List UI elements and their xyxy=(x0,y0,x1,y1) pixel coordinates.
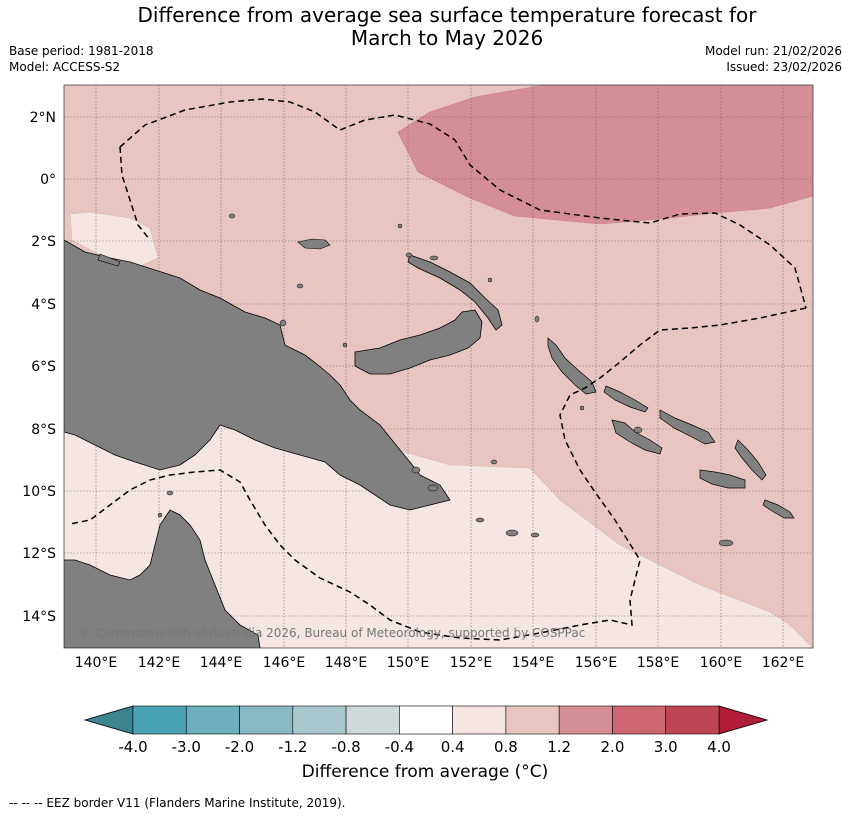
land-makira xyxy=(762,499,795,519)
latitude-labels: 2°N 0° 2°S 4°S 6°S 8°S 10°S 12°S 14°S xyxy=(22,110,56,625)
lon-label: 160°E xyxy=(700,655,743,671)
land-malaita xyxy=(734,439,767,481)
title-line-2: March to May 2026 xyxy=(350,26,544,50)
meta-right: Model run: 21/02/2026 Issued: 23/02/2026 xyxy=(705,43,842,75)
colorbar-swatch xyxy=(345,705,400,735)
land-santa-isabel xyxy=(659,409,716,445)
colorbar-swatch xyxy=(185,705,240,735)
colorbar-swatch xyxy=(292,705,347,735)
meta-left: Base period: 1981-2018 Model: ACCESS-S2 xyxy=(9,43,154,75)
colorbar-tick-label: 2.0 xyxy=(601,738,625,756)
issued-date: Issued: 23/02/2026 xyxy=(726,60,842,74)
lon-label: 158°E xyxy=(637,655,680,671)
lat-label: 0° xyxy=(40,172,56,188)
map-frame xyxy=(64,85,813,648)
colorbar-swatch xyxy=(612,705,667,735)
land-new-britain xyxy=(354,309,483,375)
lat-label: 8°S xyxy=(31,422,56,438)
lat-label: 4°S xyxy=(31,297,56,313)
land-choiseul xyxy=(603,385,649,413)
colorbar-tick-label: -0.4 xyxy=(385,738,414,756)
colorbar-extend-low xyxy=(83,705,134,735)
colorbar-tick-label: -3.0 xyxy=(172,738,201,756)
copyright-notice: © Commonwealth of Australia 2026, Bureau… xyxy=(80,626,585,640)
lon-label: 156°E xyxy=(575,655,618,671)
lon-label: 142°E xyxy=(138,655,181,671)
lat-label: 10°S xyxy=(22,484,56,500)
land-small-islands xyxy=(157,213,734,547)
lon-label: 154°E xyxy=(512,655,555,671)
colorbar-swatch xyxy=(399,705,453,735)
colorbar-swatch xyxy=(665,705,720,735)
eez-borders xyxy=(69,98,807,641)
lat-label: 2°N xyxy=(30,110,56,126)
land-north-coast xyxy=(97,253,121,267)
gridlines xyxy=(64,85,813,648)
colorbar-swatch xyxy=(505,705,560,735)
colorbar-swatch xyxy=(558,705,613,735)
colorbar-swatch xyxy=(239,705,294,735)
colorbar-title: Difference from average (°C) xyxy=(301,762,549,782)
lat-label: 6°S xyxy=(31,359,56,375)
longitude-labels: 140°E 142°E 144°E 146°E 148°E 150°E 152°E 154°E… xyxy=(75,655,805,671)
lat-label: 14°S xyxy=(22,609,56,625)
title-line-1: Difference from average sea surface temp… xyxy=(137,3,757,27)
colorbar-swatch xyxy=(452,705,507,735)
colorbar-extend-high xyxy=(718,705,769,735)
colorbar-tick-label: -4.0 xyxy=(118,738,147,756)
base-period: Base period: 1981-2018 xyxy=(9,44,154,58)
eez-legend-note: -- -- -- EEZ border V11 (Flanders Marine… xyxy=(9,796,346,810)
lon-label: 144°E xyxy=(200,655,243,671)
lon-label: 146°E xyxy=(263,655,306,671)
land-new-guinea xyxy=(64,239,451,511)
model-name: Model: ACCESS-S2 xyxy=(9,60,121,74)
lat-label: 12°S xyxy=(22,546,56,562)
colorbar: -4.0 -3.0 -2.0 -1.2 -0.8 -0.4 0.4 0.8 1.2 2.0 3.0 4… xyxy=(83,705,769,756)
colorbar-tick-label: -2.0 xyxy=(225,738,254,756)
colorbar-tick-label: 0.4 xyxy=(441,738,465,756)
lat-label: 2°S xyxy=(31,234,56,250)
anomaly-patch-northwest xyxy=(69,211,159,267)
lon-label: 140°E xyxy=(75,655,118,671)
colorbar-tick-label: -0.8 xyxy=(331,738,360,756)
colorbar-tick-label: -1.2 xyxy=(278,738,307,756)
colorbar-swatch xyxy=(132,705,187,735)
model-run: Model run: 21/02/2026 xyxy=(704,44,842,58)
colorbar-tick-label: 4.0 xyxy=(707,738,731,756)
colorbar-tick-label: 0.8 xyxy=(494,738,518,756)
land-manus-island xyxy=(297,238,331,250)
land-cape-york xyxy=(64,509,261,648)
lon-label: 150°E xyxy=(387,655,430,671)
colorbar-tick-label: 1.2 xyxy=(547,738,571,756)
land-new-ireland xyxy=(407,254,503,331)
land-bougainville xyxy=(547,337,597,395)
anomaly-zone-1.2-2.0 xyxy=(397,85,813,225)
lon-label: 148°E xyxy=(325,655,368,671)
chart-title: Difference from average sea surface temp… xyxy=(0,4,850,50)
lon-label: 162°E xyxy=(762,655,805,671)
land-guadalcanal xyxy=(699,469,746,489)
map-border xyxy=(63,84,814,649)
colorbar-tick-label: 3.0 xyxy=(654,738,678,756)
lon-label: 152°E xyxy=(450,655,493,671)
land-new-georgia xyxy=(611,419,663,455)
